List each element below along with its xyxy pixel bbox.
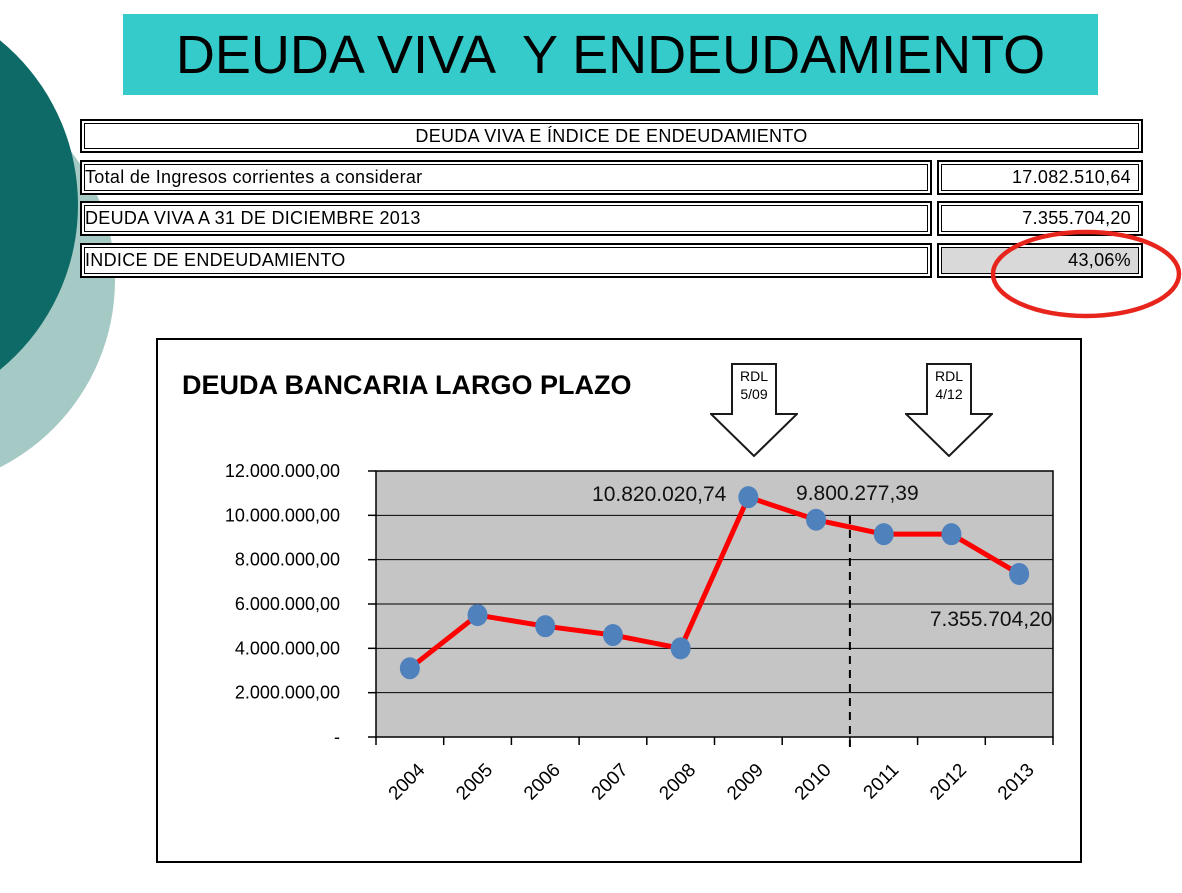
svg-text:2.000.000,00: 2.000.000,00 xyxy=(235,683,340,703)
down-arrow-icon xyxy=(710,363,798,457)
svg-text:2013: 2013 xyxy=(994,760,1039,805)
svg-text:2004: 2004 xyxy=(385,759,430,804)
slide-title-bar: DEUDA VIVA Y ENDEUDAMIENTO xyxy=(123,14,1098,95)
svg-text:6.000.000,00: 6.000.000,00 xyxy=(235,594,340,614)
svg-text:2008: 2008 xyxy=(655,760,700,805)
rdl-5-09-callout-arrow: RDL 5/09 xyxy=(710,363,798,457)
svg-text:12.000.000,00: 12.000.000,00 xyxy=(225,461,340,481)
chart-title: DEUDA BANCARIA LARGO PLAZO xyxy=(182,370,632,400)
slide-title: DEUDA VIVA Y ENDEUDAMIENTO xyxy=(175,24,1046,85)
chart-container: - 2.000.000,00 4.000.000,00 6.000.000,00 8.0… xyxy=(156,338,1082,863)
rdl-4-12-callout-arrow: RDL 4/12 xyxy=(905,363,993,457)
svg-text:2006: 2006 xyxy=(520,760,565,805)
rdl-4-12-label: RDL 4/12 xyxy=(934,368,963,403)
table-row-label-deuda-viva: DEUDA VIVA A 31 DE DICIEMBRE 2013 xyxy=(80,201,932,236)
table-header-text: DEUDA VIVA E ÍNDICE DE ENDEUDAMIENTO xyxy=(84,123,1139,149)
table-row-value-deuda-viva: 7.355.704,20 xyxy=(937,201,1143,236)
svg-text:2010: 2010 xyxy=(791,760,836,805)
svg-text:2005: 2005 xyxy=(452,760,497,805)
svg-text:9.800.277,39: 9.800.277,39 xyxy=(796,482,919,505)
table-row-label-ingresos: Total de Ingresos corrientes a considera… xyxy=(80,160,932,195)
svg-text:10.000.000,00: 10.000.000,00 xyxy=(225,505,340,525)
down-arrow-icon xyxy=(905,363,993,457)
table-header-row: DEUDA VIVA E ÍNDICE DE ENDEUDAMIENTO xyxy=(80,119,1143,153)
svg-text:4.000.000,00: 4.000.000,00 xyxy=(235,638,340,658)
svg-text:2009: 2009 xyxy=(723,760,768,805)
svg-text:2007: 2007 xyxy=(588,760,633,805)
svg-text:7.355.704,20: 7.355.704,20 xyxy=(930,608,1053,631)
svg-text:-: - xyxy=(334,727,340,747)
svg-text:8.000.000,00: 8.000.000,00 xyxy=(235,550,340,570)
table-row-value-indice: 43,06% xyxy=(937,243,1143,278)
svg-text:2011: 2011 xyxy=(860,760,904,804)
svg-text:2012: 2012 xyxy=(926,760,971,805)
table-row-label-indice: INDICE DE ENDEUDAMIENTO xyxy=(80,243,932,278)
line-chart: - 2.000.000,00 4.000.000,00 6.000.000,00 8.0… xyxy=(225,461,1054,805)
svg-text:10.820.020,74: 10.820.020,74 xyxy=(592,483,727,506)
rdl-5-09-label: RDL 5/09 xyxy=(739,368,768,403)
table-row-value-ingresos: 17.082.510,64 xyxy=(937,160,1143,195)
